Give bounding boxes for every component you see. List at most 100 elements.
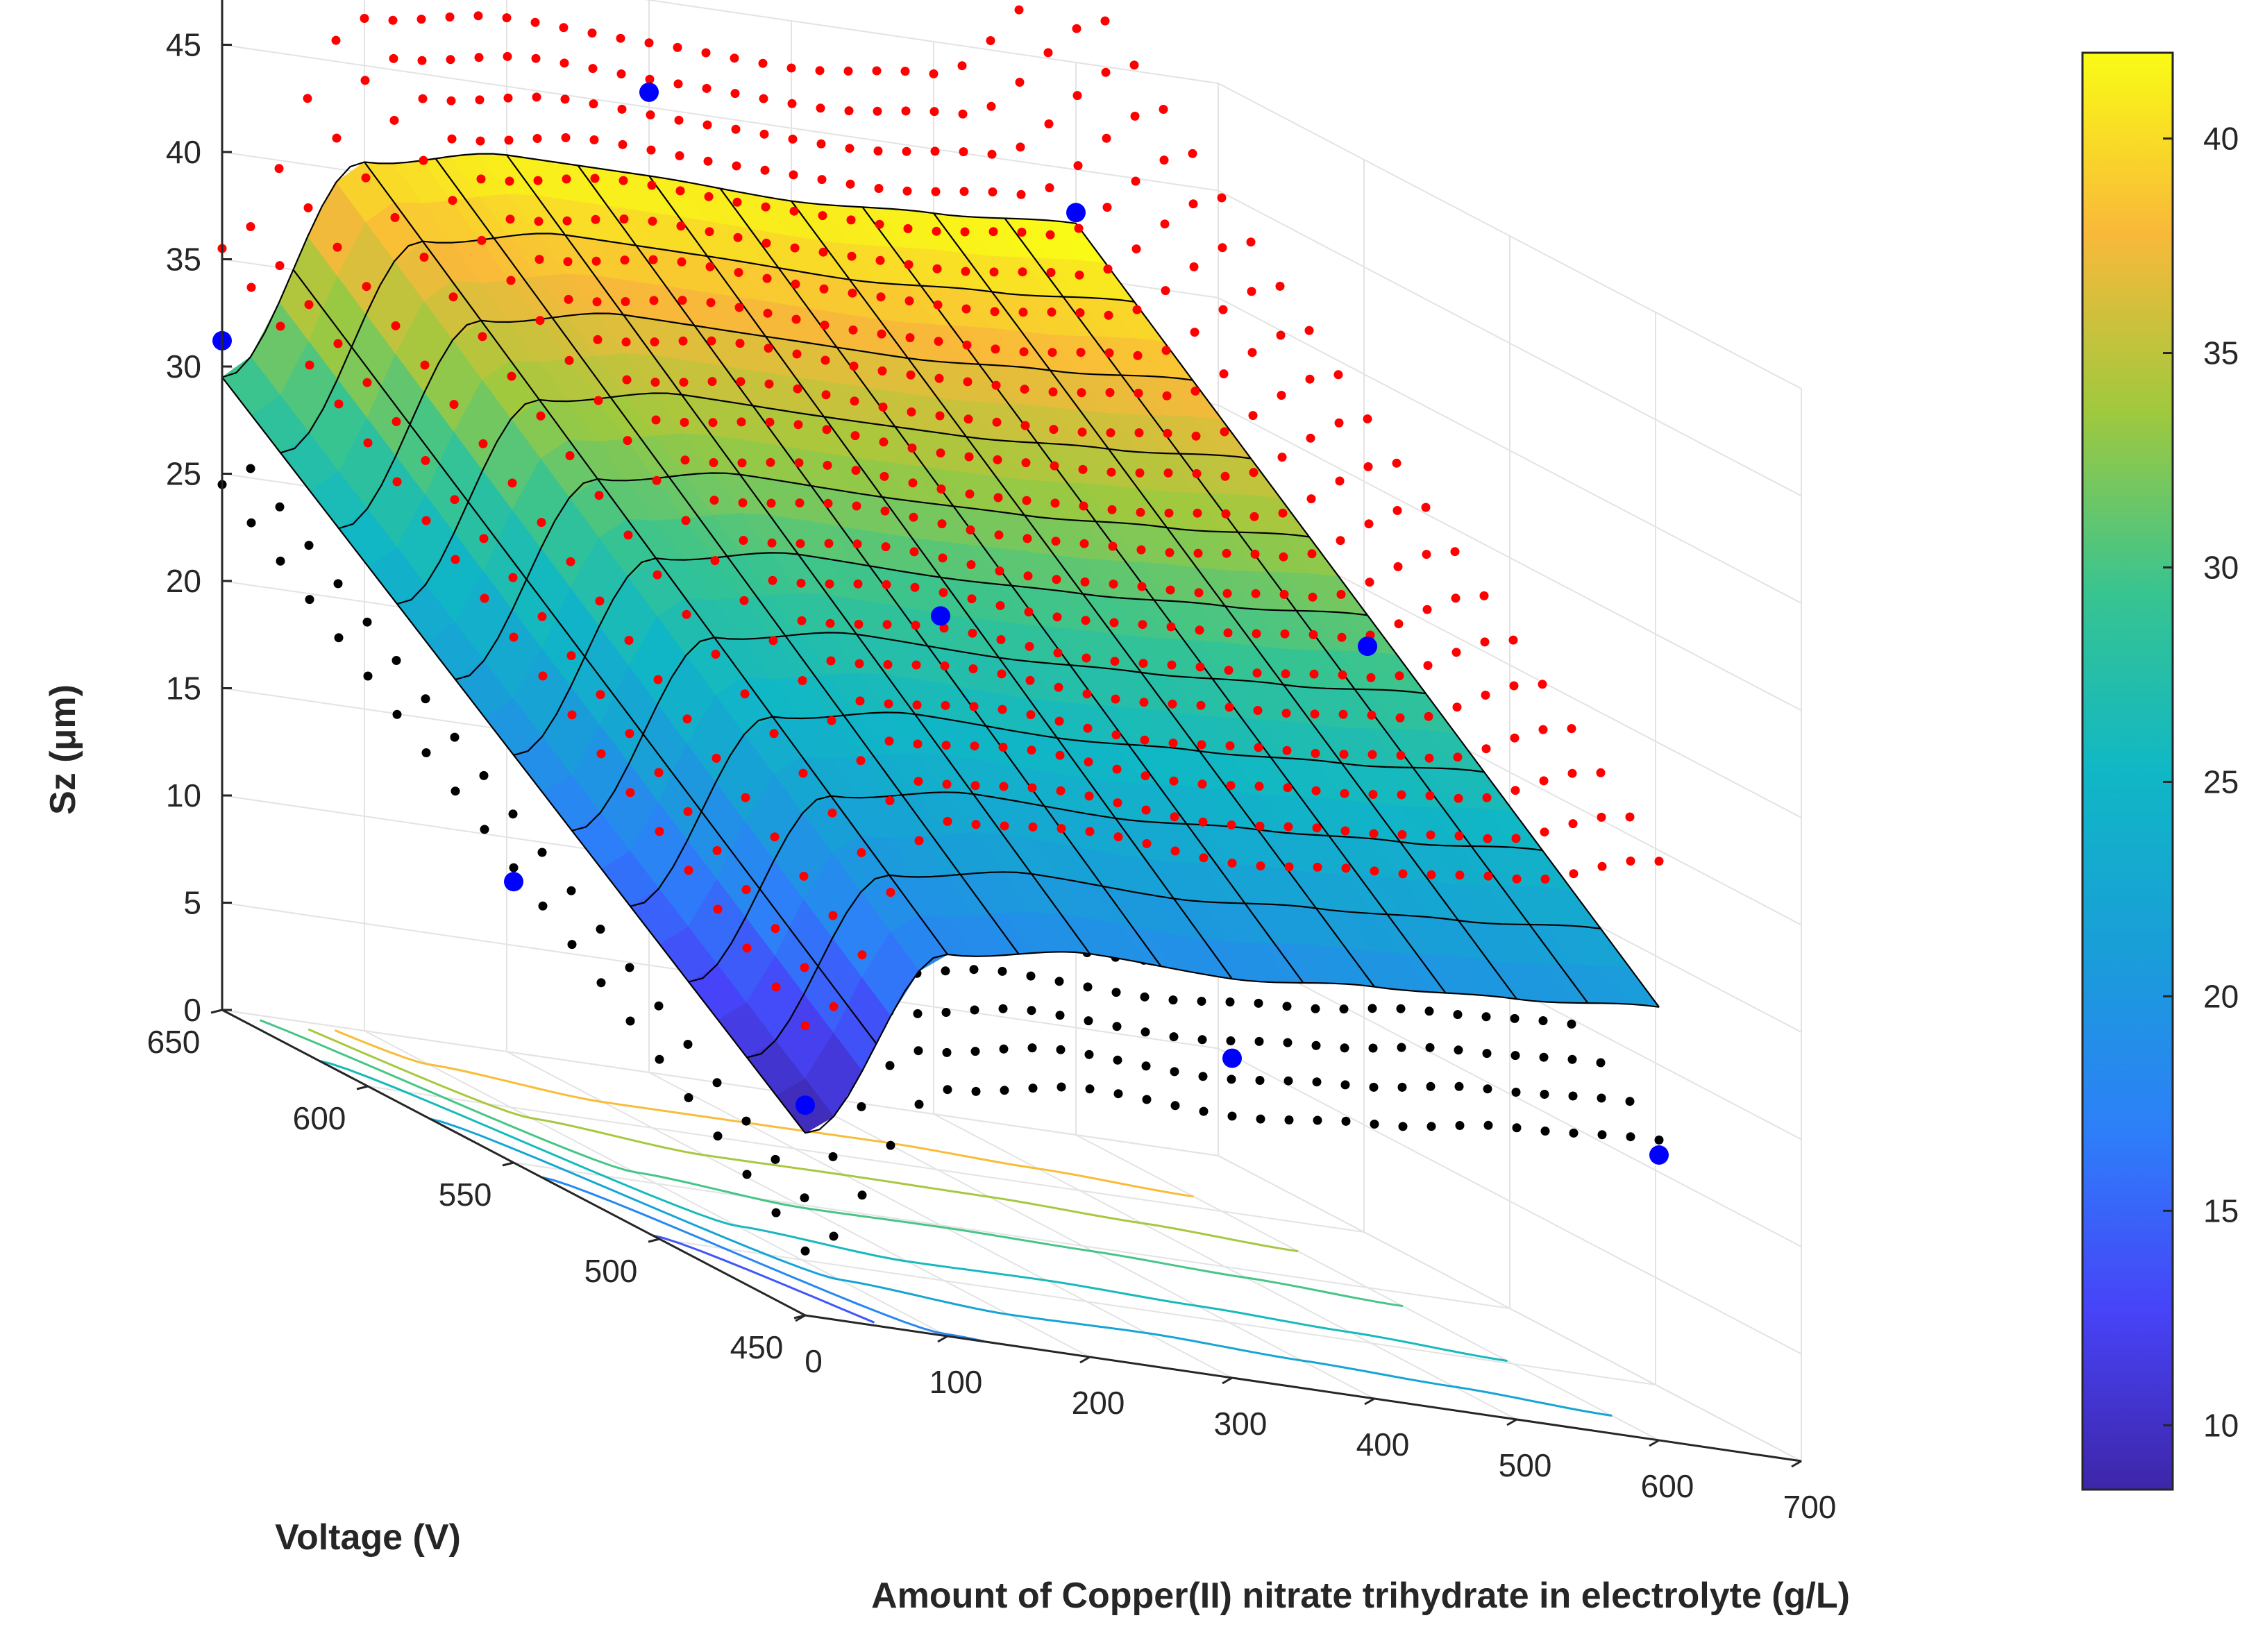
surface-mesh-line: [292, 269, 877, 1045]
upper-bound-dot: [1254, 743, 1263, 752]
upper-bound-dot: [589, 99, 598, 109]
upper-bound-dot: [560, 94, 570, 104]
upper-bound-dot: [1304, 326, 1314, 335]
lower-bound-dot: [1199, 1106, 1209, 1116]
upper-bound-dot: [1052, 612, 1062, 622]
lower-bound-dot: [1567, 1019, 1576, 1029]
experimental-points: [212, 82, 1669, 1165]
z-tick-label: 0: [183, 992, 201, 1028]
upper-bound-dot: [392, 477, 402, 487]
upper-bound-dot: [246, 222, 255, 231]
upper-bound-dot: [1111, 730, 1121, 740]
surface-mesh-line: [933, 212, 1517, 1000]
upper-bound-dot: [1426, 870, 1436, 879]
upper-bound-dot: [1081, 616, 1091, 625]
upper-bound-dot: [943, 816, 952, 826]
upper-bound-dot: [1340, 826, 1350, 836]
upper-bound-dot: [936, 484, 946, 494]
upper-bound-dot: [786, 63, 796, 73]
upper-bound-dot: [1220, 427, 1229, 437]
upper-bound-dot: [1130, 111, 1140, 121]
lower-bound-dot: [914, 1046, 923, 1056]
upper-bound-dot: [680, 455, 690, 465]
upper-bound-dot: [1074, 224, 1084, 233]
upper-bound-dot: [966, 560, 976, 569]
upper-bound-dot: [997, 669, 1007, 679]
upper-bound-dot: [766, 457, 775, 467]
upper-bound-dot: [875, 219, 884, 229]
upper-bound-dot: [1279, 589, 1289, 599]
lower-bound-dot: [1283, 1038, 1293, 1047]
lower-bound-dot: [800, 1246, 810, 1256]
upper-bound-dot: [1018, 307, 1028, 317]
upper-bound-dot: [1198, 817, 1208, 827]
upper-bound-dot: [477, 235, 487, 245]
lower-bound-dot: [1113, 1089, 1123, 1099]
upper-bound-dot: [564, 355, 574, 365]
upper-bound-dot: [655, 827, 664, 836]
upper-bound-dot: [1195, 662, 1205, 672]
upper-bound-dot: [771, 982, 781, 992]
lower-bound-dot: [362, 617, 372, 627]
upper-bound-dot: [795, 498, 805, 508]
upper-bound-dot: [331, 35, 341, 45]
upper-bound-dot: [741, 885, 751, 895]
upper-bound-dot: [820, 355, 830, 365]
colorbar-tick-label: 40: [2203, 121, 2239, 157]
upper-bound-dot: [1057, 824, 1066, 834]
upper-bound-dot: [1539, 776, 1549, 786]
upper-bound-dot: [1082, 689, 1092, 699]
upper-bound-dot: [503, 51, 512, 61]
lower-bound-dot: [999, 1044, 1009, 1054]
lower-bound-dot: [334, 633, 344, 643]
upper-bound-dot: [505, 214, 515, 224]
upper-bound-dot: [623, 436, 632, 446]
upper-bound-dot: [843, 66, 853, 76]
upper-bound-dot: [765, 417, 775, 427]
upper-bound-dot: [1056, 786, 1066, 795]
upper-bound-dot: [1370, 866, 1379, 876]
upper-bound-dot: [1113, 832, 1123, 842]
upper-bound-dot: [536, 411, 546, 421]
upper-bound-dot: [1000, 821, 1009, 831]
upper-bound-dot: [991, 380, 1001, 390]
upper-bound-dot: [1080, 577, 1090, 587]
upper-bound-dot: [1596, 768, 1606, 777]
lower-bound-dot: [538, 901, 548, 911]
upper-bound-dot: [683, 807, 693, 816]
contour-line: [652, 1234, 875, 1324]
upper-bound-dot: [913, 739, 923, 749]
upper-bound-dot: [908, 478, 918, 488]
upper-bound-dot: [596, 749, 606, 759]
lower-bound-dot: [1567, 1054, 1577, 1064]
upper-bound-dot: [1226, 781, 1236, 791]
upper-bound-dot: [505, 176, 514, 186]
upper-bound-dot: [1569, 869, 1579, 879]
upper-bound-dot: [506, 276, 516, 285]
upper-bound-dot: [791, 279, 800, 289]
upper-bound-dot: [449, 400, 459, 410]
upper-bound-dot: [1190, 328, 1199, 337]
upper-bound-dot: [1339, 750, 1349, 759]
lower-bound-dot: [1510, 1051, 1520, 1061]
lower-bound-dot: [1454, 1045, 1463, 1055]
upper-bound-dot: [532, 134, 542, 143]
upper-bound-dot: [1048, 387, 1058, 397]
upper-bound-dot: [680, 418, 689, 427]
upper-bound-dot: [906, 370, 916, 380]
upper-bound-dot: [1306, 433, 1315, 443]
z-tick-label: 25: [166, 456, 201, 492]
upper-bound-dot: [1168, 699, 1177, 709]
upper-bound-dot: [1483, 834, 1492, 843]
z-tick-label: 15: [166, 671, 201, 707]
upper-bound-dot: [907, 444, 917, 453]
surface-mesh-line: [1004, 217, 1589, 1004]
upper-bound-dot: [1140, 771, 1150, 781]
upper-bound-dot: [1140, 735, 1150, 745]
colorbar-gradient: [2081, 51, 2174, 1491]
lower-bound-dot: [941, 1008, 951, 1017]
upper-bound-dot: [854, 619, 864, 629]
upper-bound-dot: [1189, 262, 1199, 271]
upper-bound-dot: [876, 292, 886, 302]
contour-line: [259, 1019, 1404, 1308]
